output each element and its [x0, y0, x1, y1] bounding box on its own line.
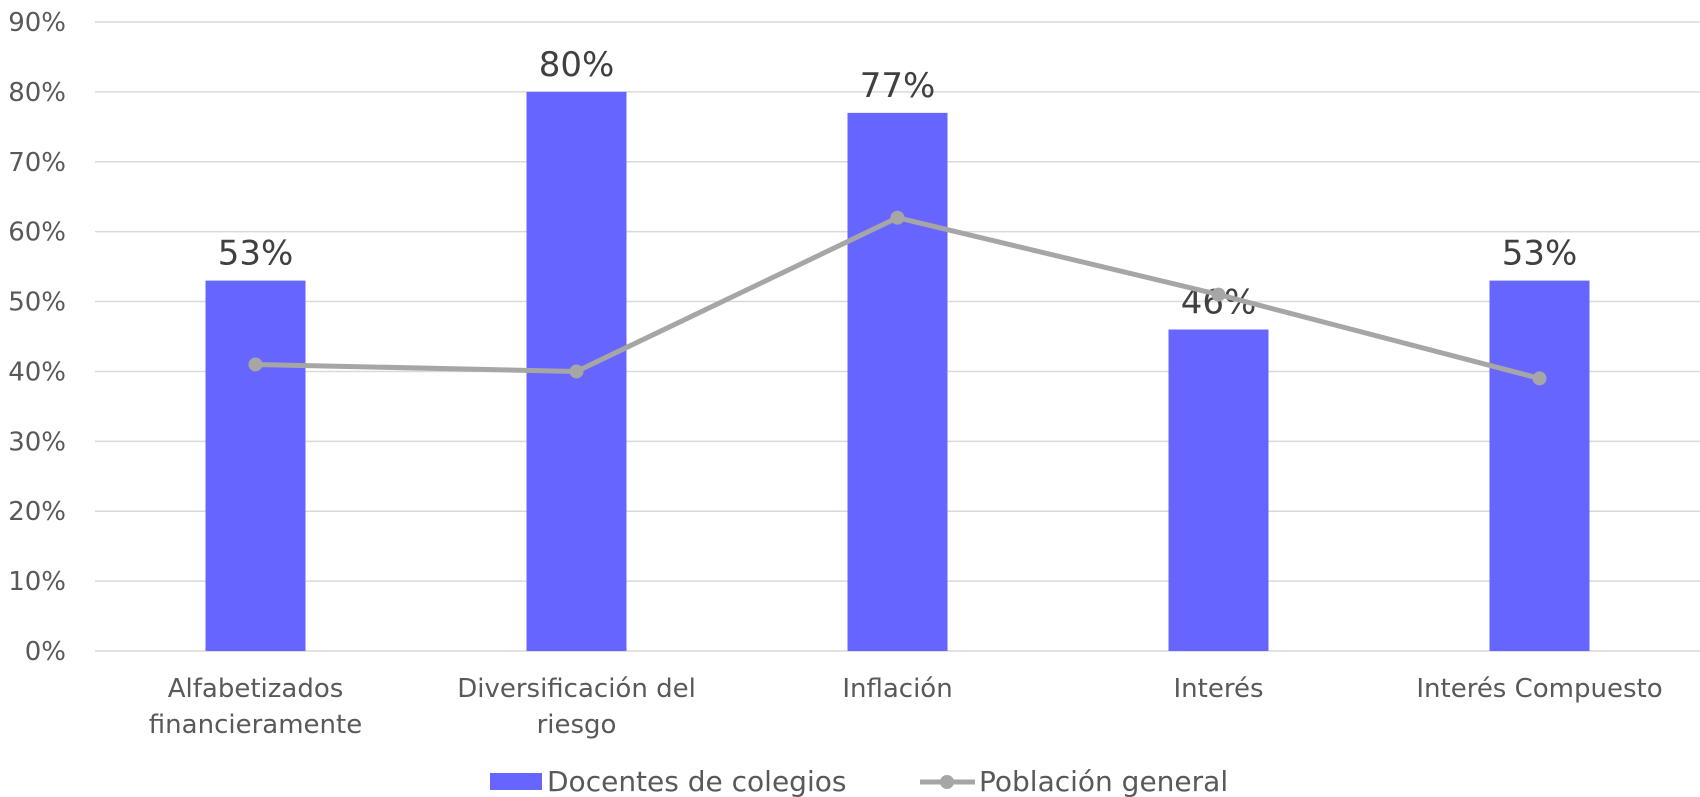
x-category-label: riesgo [537, 710, 617, 740]
x-category-label: Interés [1174, 674, 1264, 704]
bar-data-label: 80% [539, 45, 615, 85]
line-point [890, 210, 905, 225]
bar [847, 112, 948, 652]
y-tick-label: 20% [8, 497, 66, 527]
y-tick-label: 40% [8, 357, 66, 387]
bar [205, 280, 306, 651]
y-tick-label: 70% [8, 148, 66, 178]
x-category-label: financieramente [149, 710, 362, 740]
bar-data-label: 53% [218, 234, 294, 274]
line-point [1211, 287, 1226, 302]
legend-marker-poblacion [940, 775, 954, 789]
y-tick-label: 50% [8, 288, 66, 318]
bar [1489, 280, 1590, 651]
legend-label-poblacion: Población general [979, 765, 1228, 797]
y-axis-ticks: 0% 10% 20% 30% 40% 50% 60% 70% 80% 90% [8, 8, 66, 667]
legend-label-docentes: Docentes de colegios [547, 765, 846, 797]
y-tick-label: 60% [8, 218, 66, 248]
y-tick-label: 30% [8, 427, 66, 457]
x-axis-categories: Alfabetizados financieramente Diversificac… [149, 674, 1663, 740]
x-category-label: Alfabetizados [168, 674, 344, 704]
bar-data-label: 77% [860, 66, 936, 106]
bar [1168, 329, 1269, 651]
line-series [248, 210, 1547, 386]
x-category-label: Inflación [842, 674, 952, 704]
x-category-label: Interés Compuesto [1416, 674, 1662, 704]
legend-swatch-docentes [490, 773, 542, 790]
y-tick-label: 90% [8, 8, 66, 38]
y-tick-label: 10% [8, 567, 66, 597]
line-point [248, 357, 263, 372]
y-tick-label: 80% [8, 78, 66, 108]
legend: Docentes de colegios Población general [490, 765, 1228, 797]
y-tick-label: 0% [25, 637, 66, 667]
line-point [569, 364, 584, 379]
x-category-label: Diversificación del [457, 674, 696, 704]
line-point [1532, 371, 1547, 386]
bar-data-label: 53% [1502, 234, 1578, 274]
